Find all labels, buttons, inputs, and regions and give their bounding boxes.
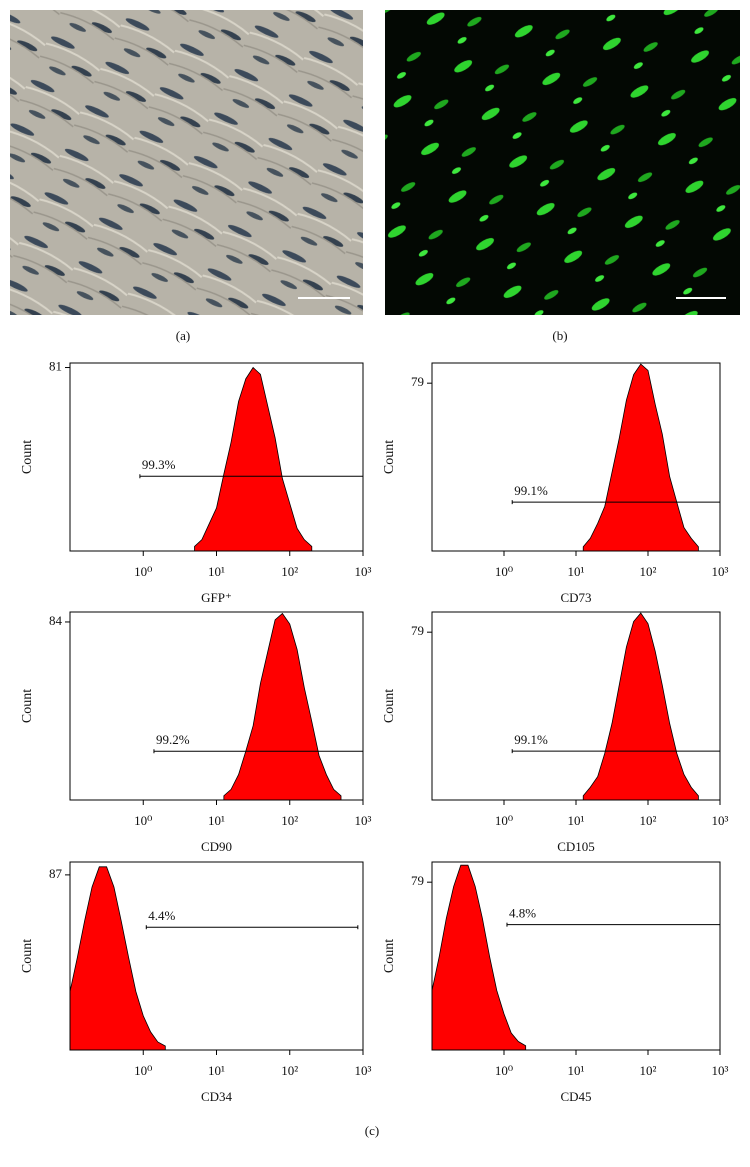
x-tick-label: 10² xyxy=(640,813,657,828)
x-tick-label: 10³ xyxy=(712,813,729,828)
x-tick-label: 10⁰ xyxy=(495,564,513,579)
gate-label: 99.3% xyxy=(142,457,176,472)
x-tick-label: 10⁰ xyxy=(495,813,513,828)
y-axis-label: Count xyxy=(382,689,397,723)
histogram xyxy=(69,866,166,1051)
x-axis-label: CD45 xyxy=(560,1089,591,1104)
panel-label: (a) xyxy=(176,328,190,343)
x-tick-label: 10² xyxy=(281,1063,298,1078)
y-tick-label: 79 xyxy=(411,873,424,888)
gate-label: 99.2% xyxy=(156,732,190,747)
x-axis-label: CD105 xyxy=(557,839,595,854)
histogram xyxy=(431,864,527,1051)
y-tick-label: 79 xyxy=(411,374,424,389)
x-tick-label: 10³ xyxy=(712,564,729,579)
gate-label: 4.4% xyxy=(148,908,175,923)
x-tick-label: 10² xyxy=(640,1063,657,1078)
panel-label: (c) xyxy=(365,1123,379,1138)
x-tick-label: 10⁰ xyxy=(495,1063,513,1078)
y-axis-label: Count xyxy=(382,939,397,973)
x-tick-label: 10⁰ xyxy=(134,564,152,579)
x-tick-label: 10³ xyxy=(355,813,372,828)
gate-label: 99.1% xyxy=(514,732,548,747)
x-tick-label: 10³ xyxy=(355,1063,372,1078)
x-axis-label: CD34 xyxy=(201,1089,233,1104)
x-axis-label: CD90 xyxy=(201,839,232,854)
y-tick-label: 87 xyxy=(49,866,63,881)
y-axis-label: Count xyxy=(20,440,35,474)
y-axis-label: Count xyxy=(20,689,35,723)
x-tick-label: 10¹ xyxy=(208,813,225,828)
fluorescence-image xyxy=(385,10,740,315)
gate-label: 4.8% xyxy=(509,906,536,921)
y-tick-label: 84 xyxy=(49,613,63,628)
x-tick-label: 10³ xyxy=(355,564,372,579)
x-tick-label: 10¹ xyxy=(208,1063,225,1078)
gate-label: 99.1% xyxy=(514,483,548,498)
y-axis-label: Count xyxy=(20,939,35,973)
x-tick-label: 10¹ xyxy=(208,564,225,579)
x-axis-label: GFP⁺ xyxy=(201,590,232,605)
histogram xyxy=(582,612,699,801)
histogram xyxy=(223,612,342,801)
x-tick-label: 10² xyxy=(281,564,298,579)
histogram xyxy=(582,363,699,552)
y-tick-label: 81 xyxy=(49,359,62,374)
panel-label: (b) xyxy=(552,328,567,343)
x-tick-label: 10² xyxy=(640,564,657,579)
x-tick-label: 10¹ xyxy=(568,1063,585,1078)
y-tick-label: 79 xyxy=(411,623,424,638)
histogram xyxy=(194,366,313,552)
x-axis-label: CD73 xyxy=(560,590,591,605)
y-axis-label: Count xyxy=(382,440,397,474)
x-tick-label: 10⁰ xyxy=(134,1063,152,1078)
x-tick-label: 10² xyxy=(281,813,298,828)
x-tick-label: 10³ xyxy=(712,1063,729,1078)
x-tick-label: 10¹ xyxy=(568,813,585,828)
x-tick-label: 10⁰ xyxy=(134,813,152,828)
x-tick-label: 10¹ xyxy=(568,564,585,579)
phase-contrast-image xyxy=(10,10,363,315)
